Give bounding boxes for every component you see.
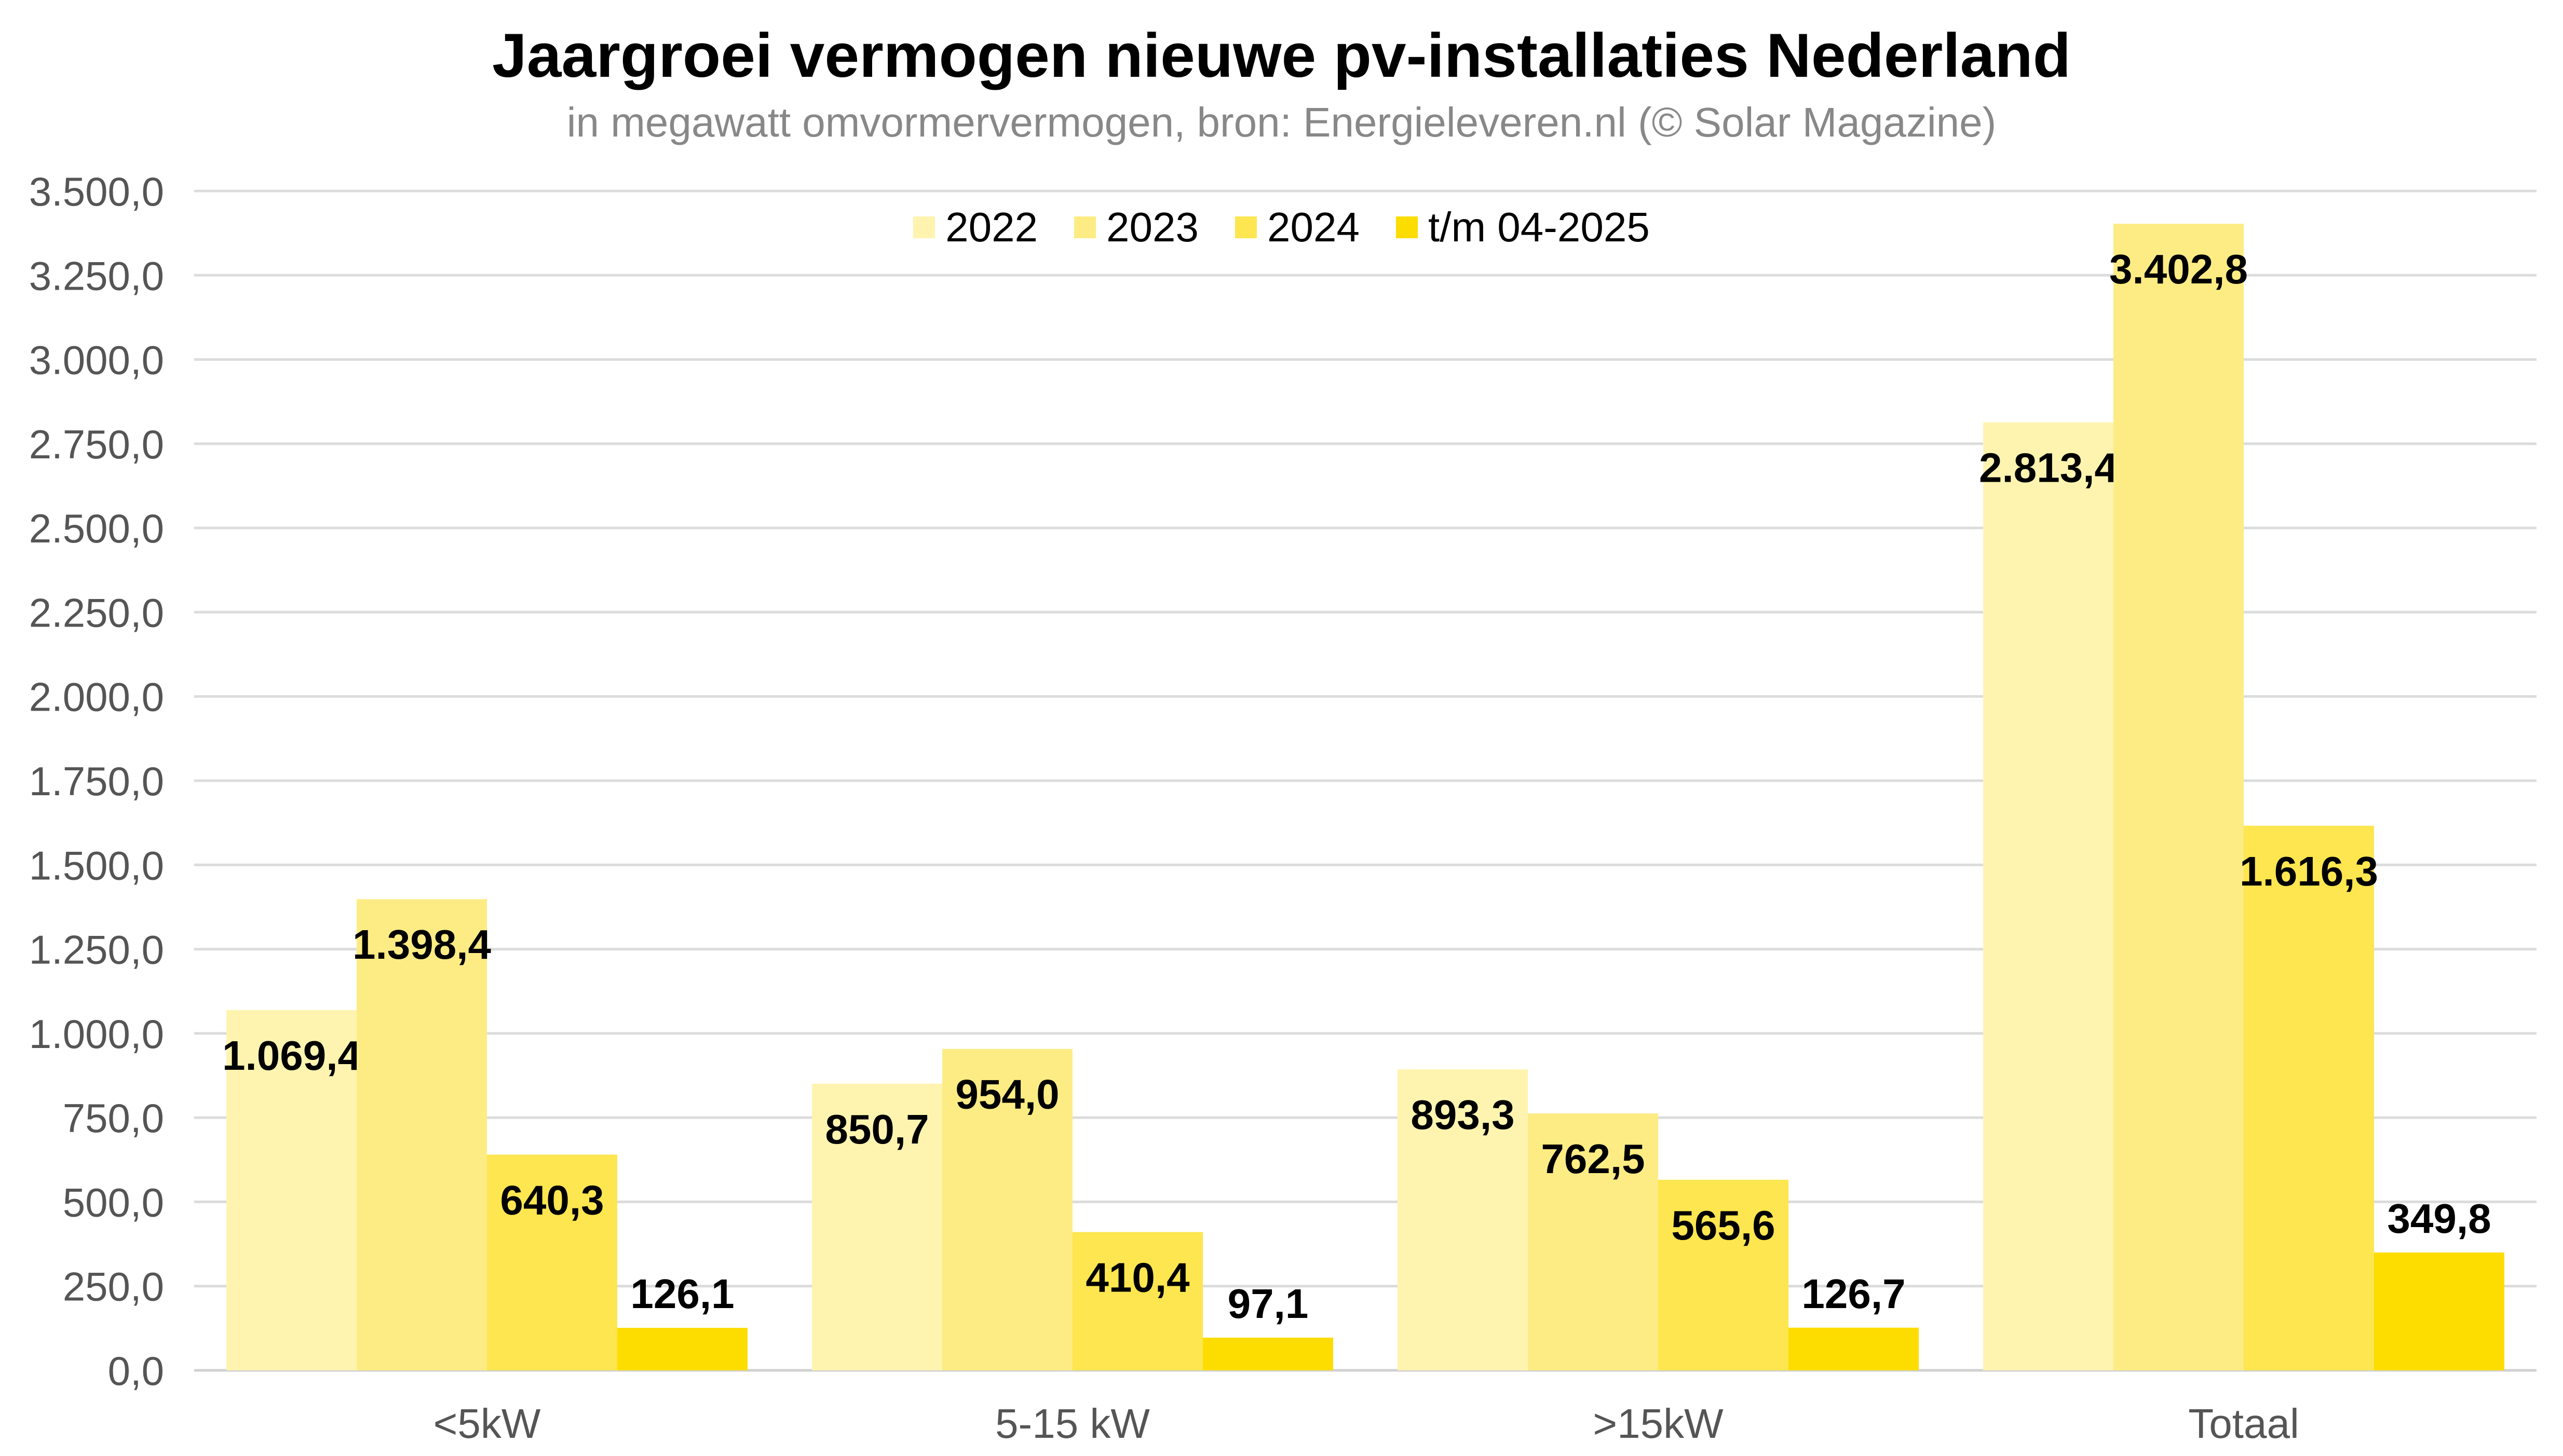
data-label: 1.398,4 <box>352 921 491 968</box>
legend-swatch <box>1235 216 1257 238</box>
data-label: 2.813,4 <box>1979 445 2118 491</box>
legend-label: 2023 <box>1106 204 1199 250</box>
data-label: 97,1 <box>1228 1281 1309 1327</box>
bar <box>812 1083 942 1370</box>
legend-item-2024: 2024 <box>1235 203 1360 251</box>
legend-swatch <box>913 216 935 238</box>
y-tick-label: 750,0 <box>63 1095 164 1141</box>
y-tick-label: 0,0 <box>108 1348 164 1394</box>
data-label: 1.616,3 <box>2240 848 2378 894</box>
data-label: 3.402,8 <box>2109 246 2248 292</box>
legend-item-2025-ytd: t/m 04-2025 <box>1395 203 1650 251</box>
chart-title: Jaargroei vermogen nieuwe pv-installatie… <box>492 21 2071 90</box>
y-tick-label: 2.000,0 <box>29 674 164 720</box>
x-tick-label: <5kW <box>433 1400 541 1447</box>
legend-item-2022: 2022 <box>913 203 1038 251</box>
bar <box>1398 1069 1528 1370</box>
bar <box>2374 1252 2504 1370</box>
legend-label: t/m 04-2025 <box>1428 204 1650 250</box>
bar <box>2244 825 2374 1370</box>
bar <box>1528 1113 1658 1370</box>
y-tick-label: 1.250,0 <box>29 927 164 973</box>
y-tick-label: 250,0 <box>63 1264 164 1310</box>
x-tick-label: Totaal <box>2188 1400 2299 1447</box>
legend-swatch <box>1395 216 1418 238</box>
data-label: 349,8 <box>2387 1195 2491 1242</box>
bar <box>1658 1179 1788 1370</box>
legend-label: 2024 <box>1267 204 1360 250</box>
data-label: 850,7 <box>825 1106 929 1152</box>
x-tick-label: >15kW <box>1593 1400 1724 1447</box>
legend-label: 2022 <box>945 204 1038 250</box>
y-tick-label: 3.500,0 <box>29 169 164 214</box>
y-tick-label: 1.500,0 <box>29 842 164 888</box>
legend-item-2023: 2023 <box>1074 203 1199 251</box>
legend-swatch <box>1074 216 1096 238</box>
data-label: 565,6 <box>1671 1202 1775 1248</box>
chart-subtitle: in megawatt omvormervermogen, bron: Ener… <box>566 99 1997 145</box>
data-label: 126,7 <box>1801 1271 1905 1317</box>
y-tick-label: 2.250,0 <box>29 590 164 635</box>
y-tick-label: 2.750,0 <box>29 421 164 467</box>
data-label: 126,1 <box>630 1271 734 1317</box>
bar <box>1983 422 2113 1371</box>
y-tick-label: 3.000,0 <box>29 337 164 383</box>
data-label: 640,3 <box>500 1177 604 1223</box>
x-tick-label: 5-15 kW <box>995 1400 1150 1447</box>
y-tick-label: 500,0 <box>63 1179 164 1225</box>
bar <box>487 1154 617 1370</box>
bar <box>226 1010 357 1370</box>
y-tick-label: 1.000,0 <box>29 1011 164 1057</box>
bar <box>1073 1232 1203 1370</box>
y-tick-label: 3.250,0 <box>29 253 164 298</box>
bar <box>357 899 487 1370</box>
data-label: 954,0 <box>955 1071 1059 1118</box>
bar <box>1203 1337 1333 1370</box>
bar <box>942 1049 1073 1370</box>
bar <box>1788 1327 1919 1370</box>
y-tick-label: 1.750,0 <box>29 758 164 804</box>
data-label: 410,4 <box>1086 1255 1190 1301</box>
data-label: 1.069,4 <box>222 1032 361 1079</box>
data-label: 893,3 <box>1411 1092 1514 1138</box>
data-label: 762,5 <box>1541 1136 1645 1182</box>
legend: 2022 2023 2024 t/m 04-2025 <box>0 203 2563 251</box>
bar <box>617 1328 748 1370</box>
bar <box>2113 224 2244 1370</box>
y-tick-label: 2.500,0 <box>29 506 164 551</box>
